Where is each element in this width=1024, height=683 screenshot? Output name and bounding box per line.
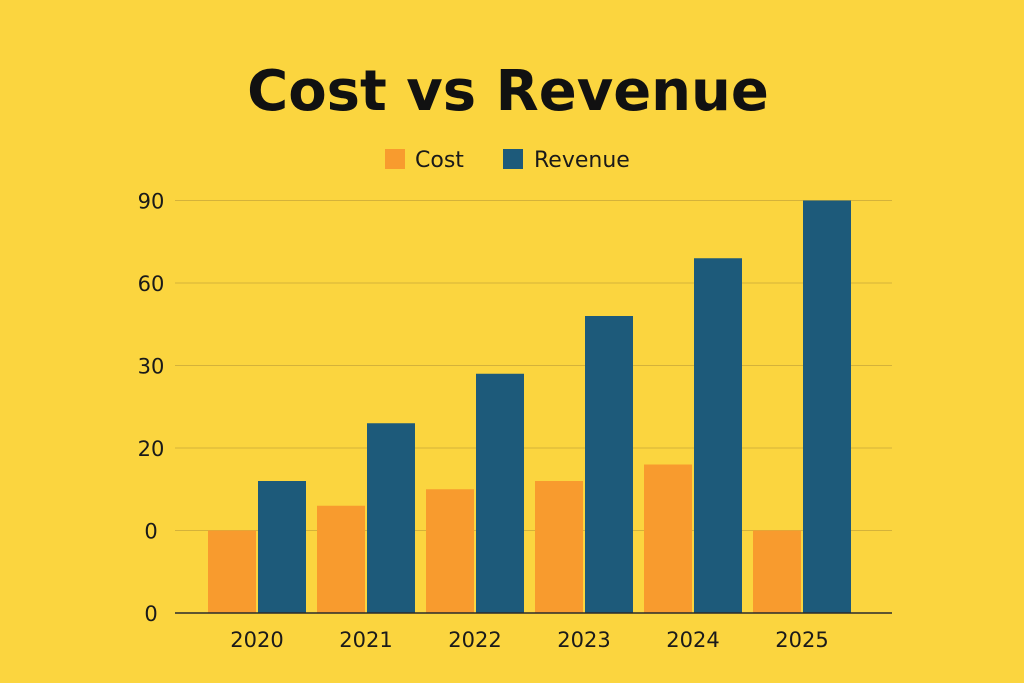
- y-tick-label: 0: [144, 520, 157, 544]
- bar-revenue-2020: [258, 481, 306, 613]
- legend-swatch-revenue: [503, 149, 523, 169]
- x-tick-label: 2022: [448, 628, 501, 652]
- y-tick-label: 60: [138, 272, 165, 296]
- x-tick-label: 2020: [230, 628, 283, 652]
- bar-revenue-2024: [694, 258, 742, 613]
- legend-label-cost: Cost: [415, 148, 464, 173]
- bar-cost-2025: [753, 530, 801, 613]
- bar-revenue-2021: [367, 423, 415, 613]
- y-tick-label: 20: [138, 437, 165, 461]
- x-tick-label: 2025: [775, 628, 828, 652]
- bar-revenue-2022: [476, 373, 524, 613]
- x-axis-ticks: 2020 2021 2022 2023 2024 2025: [230, 628, 828, 652]
- legend-swatch-cost: [385, 149, 405, 169]
- bar-revenue-2025: [803, 200, 851, 613]
- chart-title: Cost vs Revenue: [247, 59, 769, 124]
- bar-cost-2024: [644, 464, 692, 613]
- bar-cost-2021: [317, 505, 365, 613]
- bar-cost-2023: [535, 481, 583, 613]
- x-tick-label: 2023: [557, 628, 610, 652]
- bar-cost-2022: [426, 489, 474, 613]
- legend-label-revenue: Revenue: [534, 148, 630, 173]
- y-axis-ticks: 0 0 20 30 60 90: [138, 190, 165, 627]
- bar-cost-2020: [208, 530, 256, 613]
- legend: Cost Revenue: [385, 148, 630, 173]
- x-tick-label: 2021: [339, 628, 392, 652]
- y-tick-label: 30: [138, 355, 165, 379]
- bar-revenue-2023: [585, 316, 633, 613]
- y-tick-label: 90: [138, 190, 165, 214]
- y-tick-label: 0: [144, 602, 157, 626]
- x-tick-label: 2024: [666, 628, 719, 652]
- bars: [208, 200, 851, 613]
